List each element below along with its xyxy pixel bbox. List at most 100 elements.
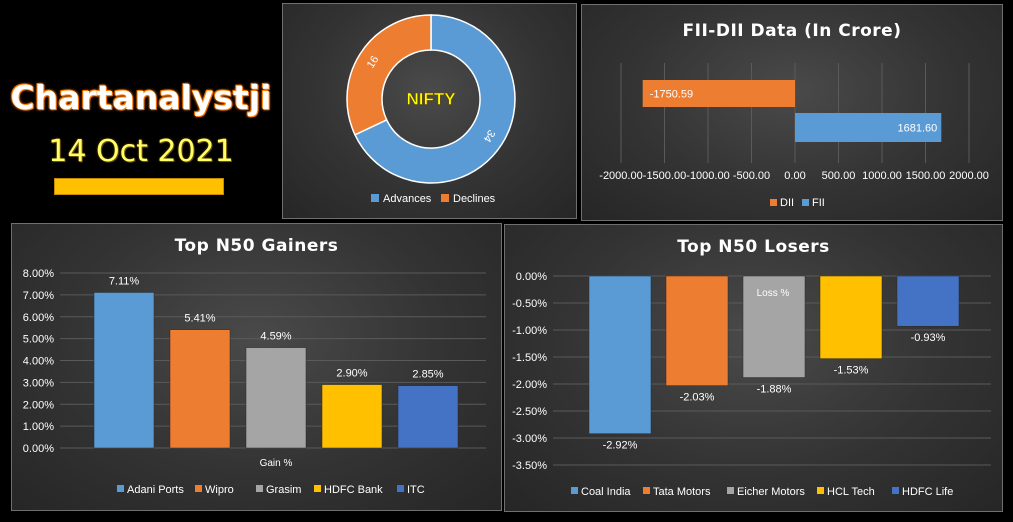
fii-dii-title: FII-DII Data (In Crore) xyxy=(682,21,902,41)
legend-label-wipro: Wipro xyxy=(205,484,234,496)
y-tick-label: -0.50% xyxy=(512,298,547,310)
bar-hdfc-bank xyxy=(321,384,383,449)
legend-label-itc: ITC xyxy=(407,484,425,496)
gainers-title: Top N50 Gainers xyxy=(174,236,339,256)
legend-label-dii: DII xyxy=(780,197,794,209)
y-tick-label: -3.00% xyxy=(512,433,547,445)
data-label-hcl-tech: -1.53% xyxy=(834,365,869,377)
bar-fii xyxy=(795,113,942,142)
x-tick-label: 0.00 xyxy=(784,170,805,182)
legend-swatch-fii xyxy=(802,199,809,206)
brand-panel: Chartanalystji 14 Oct 2021 xyxy=(0,0,282,220)
legend-label-fii: FII xyxy=(812,197,825,209)
legend-swatch-dii xyxy=(770,199,777,206)
bar-hcl-tech xyxy=(819,275,883,359)
brand-title: Chartanalystji xyxy=(10,78,272,117)
legend-swatch-hdfc-bank xyxy=(314,485,321,492)
legend-label-hdfc-bank: HDFC Bank xyxy=(324,484,383,496)
y-tick-label: 0.00% xyxy=(23,443,54,455)
legend-label-hdfc-life: HDFC Life xyxy=(902,486,953,498)
y-tick-label: -2.00% xyxy=(512,379,547,391)
data-label-hdfc-life: -0.93% xyxy=(911,332,946,344)
legend-swatch-coal-india xyxy=(571,487,578,494)
data-label-adani-ports: 7.11% xyxy=(109,275,140,287)
y-tick-label: 7.00% xyxy=(23,290,54,302)
y-tick-label: -3.50% xyxy=(512,460,547,472)
legend-swatch-declines xyxy=(441,194,449,202)
data-label-dii: -1750.59 xyxy=(650,89,693,101)
bar-wipro xyxy=(169,329,231,449)
nifty-donut-chart: 34 16 NIFTY Advances Declines xyxy=(346,14,516,205)
y-tick-label: 6.00% xyxy=(23,312,54,324)
x-tick-label: -500.00 xyxy=(733,170,770,182)
x-axis-label: Gain % xyxy=(260,458,293,469)
losers-title: Top N50 Losers xyxy=(677,237,830,257)
bar-adani-ports xyxy=(93,292,155,449)
donut-center-label: NIFTY xyxy=(406,89,456,108)
data-label-fii: 1681.60 xyxy=(898,123,938,135)
losers-chart: 0.00% -0.50% -1.00% -1.50% -2.00% -2.50% -3.00… xyxy=(512,271,991,498)
donut-slice-declines xyxy=(346,14,432,136)
data-label-wipro: 5.41% xyxy=(184,313,215,325)
data-label-itc: 2.85% xyxy=(412,369,443,381)
y-tick-label: 4.00% xyxy=(23,356,54,368)
y-tick-label: 0.00% xyxy=(516,271,547,283)
legend-swatch-grasim xyxy=(256,485,263,492)
losers-panel: Top N50 Losers 0.00% -0.50% -1.00% -1.50% -2… xyxy=(504,224,1003,512)
brand-date: 14 Oct 2021 xyxy=(48,134,234,169)
data-label-grasim: 4.59% xyxy=(260,331,291,343)
bar-dii xyxy=(642,80,795,107)
x-tick-label: -1500.00 xyxy=(643,170,686,182)
legend-swatch-wipro xyxy=(195,485,202,492)
y-tick-label: 1.00% xyxy=(23,421,54,433)
legend-label-tata-motors: Tata Motors xyxy=(653,486,711,498)
y-tick-label: -1.00% xyxy=(512,325,547,337)
data-label-hdfc-bank: 2.90% xyxy=(336,368,367,380)
legend-label-advances: Advances xyxy=(383,193,432,205)
bar-coal-india xyxy=(588,275,652,434)
x-tick-label: 500.00 xyxy=(822,170,856,182)
y-tick-label: 5.00% xyxy=(23,334,54,346)
fii-dii-panel: FII-DII Data (In Crore) -2000.00 -1500.00… xyxy=(581,4,1003,221)
legend-label-hcl-tech: HCL Tech xyxy=(827,486,875,498)
bar-itc xyxy=(397,385,459,449)
legend-swatch-advances xyxy=(371,194,379,202)
y-tick-label: 8.00% xyxy=(23,268,54,280)
donut-value-label-advances: 34 xyxy=(481,127,498,144)
x-tick-label: -2000.00 xyxy=(599,170,642,182)
gainers-chart: 0.00% 1.00% 2.00% 3.00% 4.00% 5.00% 6.00% 7.00%… xyxy=(23,268,486,496)
donut-slice-advances xyxy=(353,14,516,184)
x-tick-label: 2000.00 xyxy=(949,170,989,182)
fii-dii-chart: -2000.00 -1500.00 -1000.00 -500.00 0.00 500.0… xyxy=(599,63,989,209)
bar-hdfc-life xyxy=(896,275,960,327)
bar-grasim xyxy=(245,347,307,449)
y-tick-label: 3.00% xyxy=(23,377,54,389)
gainers-panel: Top N50 Gainers 0.00% 1.00% 2.00% 3.00% 4.00… xyxy=(11,223,502,511)
legend-swatch-itc xyxy=(397,485,404,492)
bar-eicher-motors xyxy=(742,275,806,378)
data-label-coal-india: -2.92% xyxy=(603,440,638,452)
data-label-tata-motors: -2.03% xyxy=(680,392,715,404)
legend-label-coal-india: Coal India xyxy=(581,486,631,498)
legend-label-eicher-motors: Eicher Motors xyxy=(737,486,805,498)
x-axis-label: Loss % xyxy=(757,288,790,299)
legend-label-declines: Declines xyxy=(453,193,496,205)
legend-swatch-eicher-motors xyxy=(727,487,734,494)
y-tick-label: -1.50% xyxy=(512,352,547,364)
legend-swatch-adani-ports xyxy=(117,485,124,492)
x-tick-label: -1000.00 xyxy=(686,170,729,182)
legend-swatch-hdfc-life xyxy=(892,487,899,494)
brand-highlight-bar xyxy=(54,178,224,195)
legend-label-adani-ports: Adani Ports xyxy=(127,484,184,496)
legend-swatch-hcl-tech xyxy=(817,487,824,494)
x-tick-label: 1000.00 xyxy=(862,170,902,182)
bar-tata-motors xyxy=(665,275,729,386)
nifty-breadth-panel: 34 16 NIFTY Advances Declines xyxy=(282,3,577,219)
y-tick-label: -2.50% xyxy=(512,406,547,418)
legend-swatch-tata-motors xyxy=(643,487,650,494)
data-label-eicher-motors: -1.88% xyxy=(757,384,792,396)
donut-value-label-declines: 16 xyxy=(365,54,382,71)
legend-label-grasim: Grasim xyxy=(266,484,301,496)
y-tick-label: 2.00% xyxy=(23,399,54,411)
x-tick-label: 1500.00 xyxy=(906,170,946,182)
